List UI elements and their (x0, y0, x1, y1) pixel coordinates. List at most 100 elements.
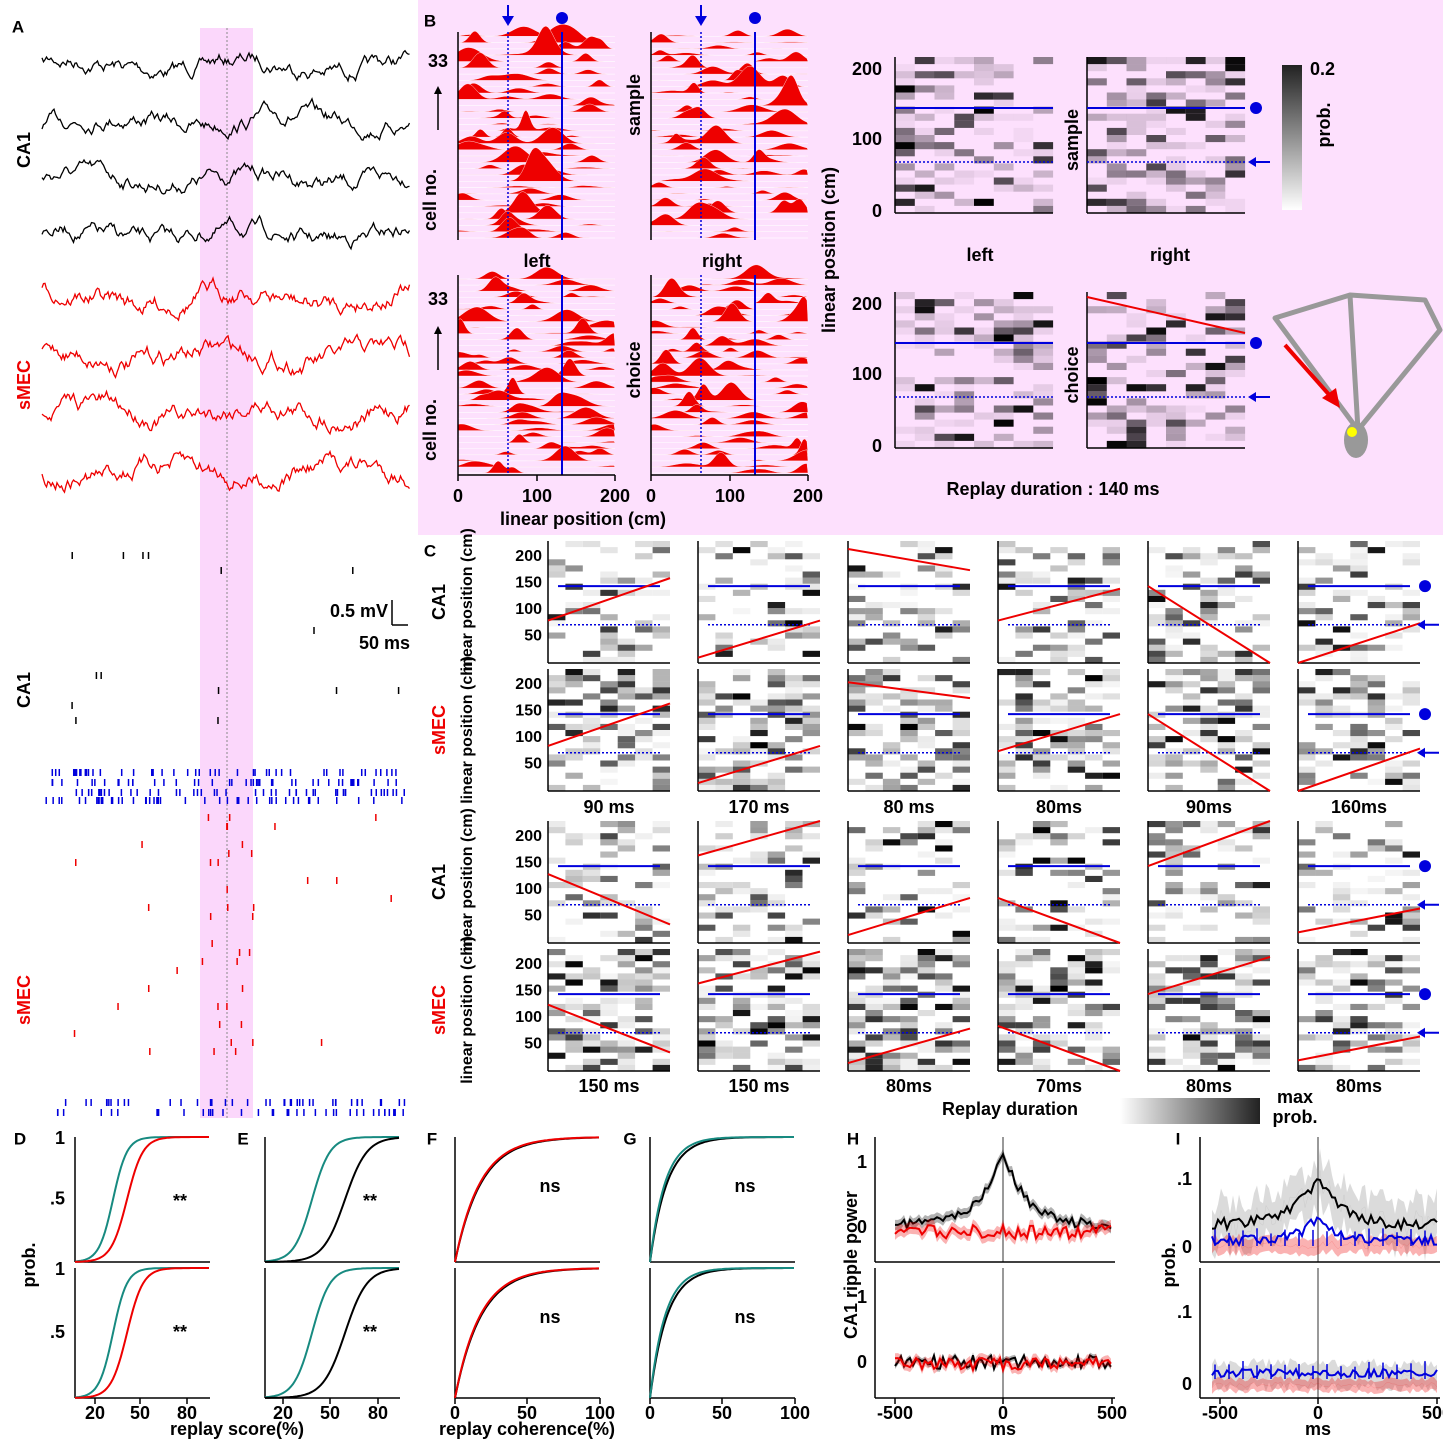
heatmap-cell (565, 979, 583, 986)
heatmap-cell (998, 656, 1016, 663)
heatmap-cell (1146, 412, 1167, 420)
y-tick-label: 0 (1182, 1237, 1192, 1257)
heatmap-cell (1102, 772, 1120, 779)
heatmap-cell (600, 979, 618, 986)
heatmap-cell (1182, 967, 1201, 974)
heatmap-cell (1402, 681, 1420, 688)
heatmap-cell (1032, 754, 1051, 761)
heatmap-cell (652, 778, 670, 785)
heatmap-cell (900, 541, 918, 548)
heatmap-cell (1032, 997, 1051, 1004)
heatmap-cell (974, 377, 994, 385)
heatmap-cell (1182, 547, 1201, 554)
marker-dot (749, 12, 761, 24)
heatmap-cell (1252, 644, 1270, 651)
heatmap-cell (952, 882, 970, 889)
heatmap-cell (1067, 1046, 1086, 1053)
heatmap-cell (1126, 419, 1147, 427)
heatmap-cell (954, 149, 975, 157)
heatmap-cell (1087, 355, 1107, 363)
heatmap-cell (1126, 99, 1147, 107)
heatmap-cell (767, 693, 786, 700)
heatmap-cell (548, 973, 566, 980)
heatmap-cell (785, 687, 803, 694)
heatmap-cell (1385, 632, 1403, 639)
heatmap-cell (652, 742, 670, 749)
heatmap-cell (1050, 644, 1068, 651)
tuning-curve (650, 226, 809, 232)
tuning-curve (650, 296, 809, 322)
heatmap-cell (617, 979, 636, 986)
heatmap-cell (848, 644, 866, 651)
heatmap-cell (548, 1010, 566, 1017)
heatmap-cell (1015, 675, 1033, 682)
heatmap-cell (1402, 1040, 1420, 1047)
heatmap-cell (785, 845, 803, 852)
heatmap-cell (565, 1046, 583, 1053)
heatmap-cell (582, 589, 601, 596)
heatmap-cell (895, 177, 915, 185)
heatmap-cell (917, 869, 936, 876)
heatmap-cell (635, 936, 653, 943)
heatmap-cell (914, 127, 935, 135)
heatmap-cell (715, 748, 733, 755)
heatmap-cell (1367, 547, 1386, 554)
heatmap-cell (952, 730, 970, 737)
heatmap-cell (635, 1016, 653, 1023)
heatmap-cell (935, 632, 953, 639)
heatmap-cell (1225, 405, 1246, 413)
heatmap-cell (952, 760, 970, 767)
heatmap-cell (1350, 1003, 1368, 1010)
heatmap-cell (952, 906, 970, 913)
heatmap-cell (698, 869, 716, 876)
marker-dot (1250, 102, 1262, 114)
heatmap-cell (715, 553, 733, 560)
heatmap-cell (635, 997, 653, 1004)
tuning-curve (457, 290, 616, 298)
heatmap-cell (1385, 997, 1403, 1004)
heatmap-cell (952, 997, 970, 1004)
heatmap-cell (1106, 205, 1127, 213)
heatmap-cell (882, 693, 901, 700)
heatmap-cell (1252, 955, 1270, 962)
tuning-curve (650, 62, 809, 75)
heatmap-cell (565, 681, 583, 688)
cdf-curve (264, 1136, 399, 1263)
heatmap-cell (1200, 650, 1218, 657)
heatmap-cell (1332, 967, 1351, 974)
heatmap-cell (750, 955, 768, 962)
panel-label: I (1176, 1129, 1181, 1148)
heatmap-cell (934, 142, 955, 150)
heatmap-cell (1252, 1040, 1270, 1047)
heatmap-cell (974, 113, 994, 121)
heatmap-cell (1350, 547, 1368, 554)
mean-trace (1212, 1178, 1438, 1233)
heatmap-cell (1217, 1003, 1236, 1010)
heatmap-cell (1350, 650, 1368, 657)
heatmap-cell (882, 894, 901, 901)
heatmap-cell (1217, 602, 1236, 609)
heatmap-cell (1146, 327, 1167, 335)
heatmap-cell (954, 170, 975, 178)
lfp-trace (41, 276, 411, 322)
heatmap-cell (882, 997, 901, 1004)
heatmap-cell (934, 327, 955, 335)
heatmap-cell (698, 894, 716, 901)
heatmap-cell (1252, 742, 1270, 749)
panel-label: C (424, 541, 436, 560)
heatmap-cell (993, 306, 1014, 314)
heatmap-cell (848, 1064, 866, 1071)
heatmap-cell (802, 833, 820, 840)
heatmap-cell (1015, 936, 1033, 943)
heatmap-cell (698, 693, 716, 700)
heatmap-cell (1367, 1064, 1386, 1071)
heatmap-cell (998, 967, 1016, 974)
heatmap-cell (1235, 936, 1253, 943)
heatmap-cell (1200, 882, 1218, 889)
heatmap-cell (1385, 766, 1403, 773)
heatmap-cell (1252, 857, 1270, 864)
heatmap-cell (1205, 377, 1226, 385)
heatmap-cell (1182, 1016, 1201, 1023)
heatmap-cell (1013, 184, 1034, 192)
heatmap-cell (900, 973, 918, 980)
